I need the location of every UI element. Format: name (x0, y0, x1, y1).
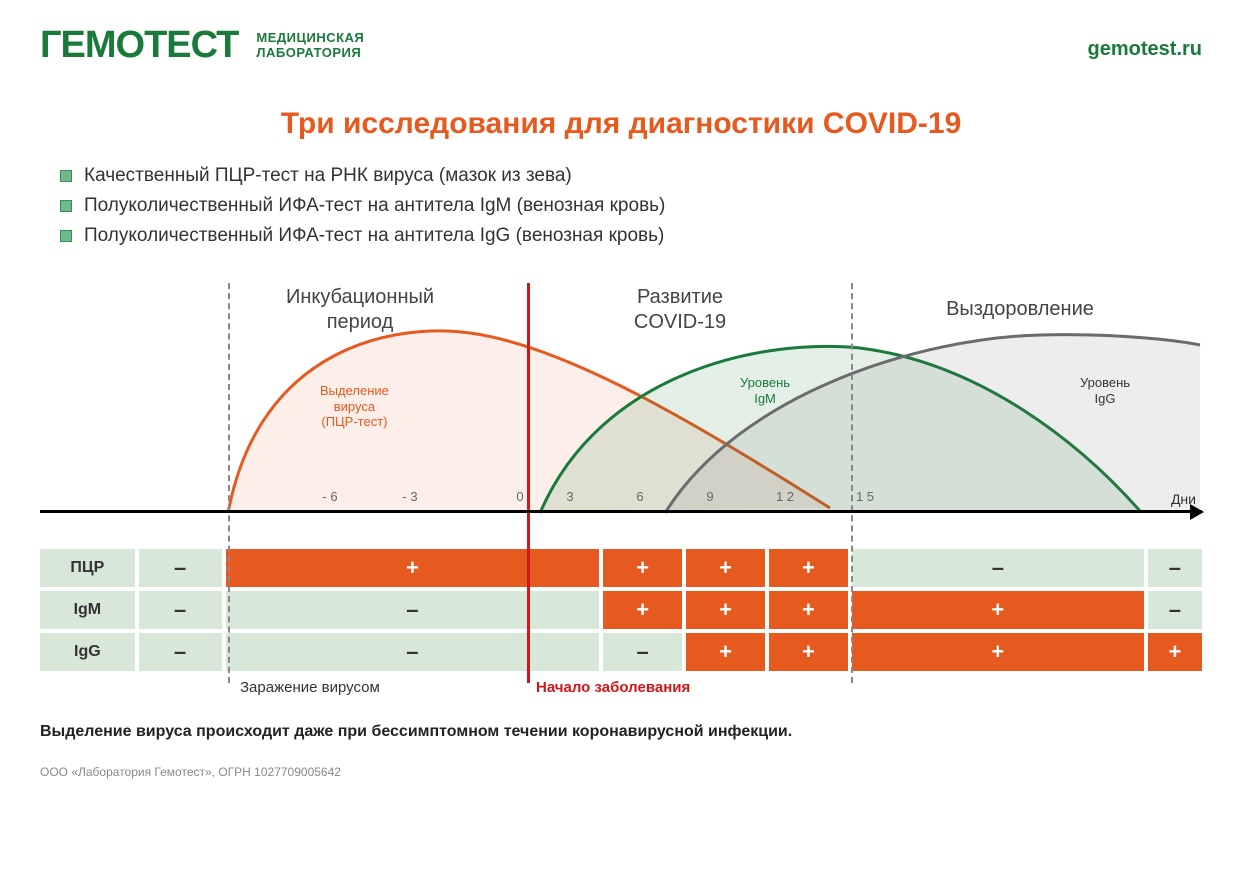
table-cell: – (603, 633, 682, 671)
table-cell: + (852, 591, 1144, 629)
x-axis (40, 510, 1202, 513)
table-cell: + (686, 591, 765, 629)
header: ГЕМОТЕСТ МЕДИЦИНСКАЯ ЛАБОРАТОРИЯ gemotes… (0, 0, 1242, 79)
table-cell: + (1148, 633, 1202, 671)
bullet-marker-icon (60, 170, 72, 182)
chart-area: Инкубационный период Развитие COVID-19 В… (40, 283, 1202, 543)
x-ticks: - 6 - 3 0 3 6 9 1 2 1 5 (40, 489, 1202, 507)
bullet-text: Качественный ПЦР-тест на РНК вируса (маз… (84, 165, 572, 187)
vline-recovery (851, 283, 853, 683)
table-cell: – (139, 591, 222, 629)
x-tick: 6 (636, 489, 643, 504)
bullet-item: Качественный ПЦР-тест на РНК вируса (маз… (60, 165, 1182, 187)
x-tick: 1 5 (856, 489, 874, 504)
table-cell: – (226, 591, 600, 629)
row-header: ПЦР (40, 549, 135, 587)
x-tick: - 6 (322, 489, 337, 504)
vline-infection (228, 283, 230, 683)
logo-sub-line2: ЛАБОРАТОРИЯ (256, 46, 364, 61)
table-cell: + (769, 549, 848, 587)
logo-block: ГЕМОТЕСТ МЕДИЦИНСКАЯ ЛАБОРАТОРИЯ (40, 24, 364, 67)
table-cell: – (139, 633, 222, 671)
table-cell: – (1148, 591, 1202, 629)
x-tick: 0 (516, 489, 523, 504)
x-tick: 1 2 (776, 489, 794, 504)
table-cell: – (852, 549, 1144, 587)
curve-igg-label: Уровень IgG (1080, 375, 1130, 406)
onset-label: Начало заболевания (536, 679, 690, 696)
bullet-text: Полуколичественный ИФА-тест на антитела … (84, 195, 665, 217)
table-row: ПЦР–++++–– (40, 549, 1202, 587)
table-cell: + (603, 549, 682, 587)
row-header: IgG (40, 633, 135, 671)
table-cell: + (603, 591, 682, 629)
table-cell: + (686, 633, 765, 671)
page-title: Три исследования для диагностики COVID-1… (0, 107, 1242, 141)
table-cell: + (226, 549, 600, 587)
table-row: IgG–––++++ (40, 633, 1202, 671)
logo-sub-line1: МЕДИЦИНСКАЯ (256, 31, 364, 46)
footnote: Выделение вируса происходит даже при бес… (40, 723, 1202, 741)
x-tick: - 3 (402, 489, 417, 504)
table-cell: + (769, 633, 848, 671)
bullet-text: Полуколичественный ИФА-тест на антитела … (84, 225, 664, 247)
bullet-marker-icon (60, 200, 72, 212)
table-cell: + (852, 633, 1144, 671)
x-tick: 3 (566, 489, 573, 504)
vline-onset (527, 283, 530, 683)
bullet-marker-icon (60, 230, 72, 242)
table-cell: – (139, 549, 222, 587)
logo-subtitle: МЕДИЦИНСКАЯ ЛАБОРАТОРИЯ (256, 31, 364, 61)
legal-text: ООО «Лаборатория Гемотест», ОГРН 1027709… (40, 765, 1202, 779)
logo-main: ГЕМОТЕСТ (40, 24, 238, 67)
infection-label: Заражение вирусом (240, 679, 380, 696)
table-row: IgM––++++– (40, 591, 1202, 629)
bullet-list: Качественный ПЦР-тест на РНК вируса (маз… (0, 165, 1242, 247)
curve-igm-label: Уровень IgM (740, 375, 790, 406)
site-url: gemotest.ru (1088, 24, 1202, 61)
curve-pcr-label: Выделение вируса (ПЦР-тест) (320, 383, 389, 430)
bullet-item: Полуколичественный ИФА-тест на антитела … (60, 225, 1182, 247)
table-cell: + (769, 591, 848, 629)
row-header: IgM (40, 591, 135, 629)
table-cell: – (1148, 549, 1202, 587)
bottom-labels: Заражение вирусом Начало заболевания (40, 679, 1202, 705)
x-axis-label: Дни (1171, 491, 1196, 507)
table-cell: + (686, 549, 765, 587)
table-cell: – (226, 633, 600, 671)
x-tick: 9 (706, 489, 713, 504)
bullet-item: Полуколичественный ИФА-тест на антитела … (60, 195, 1182, 217)
result-table: ПЦР–++++––IgM––++++–IgG–––++++ (40, 549, 1202, 671)
